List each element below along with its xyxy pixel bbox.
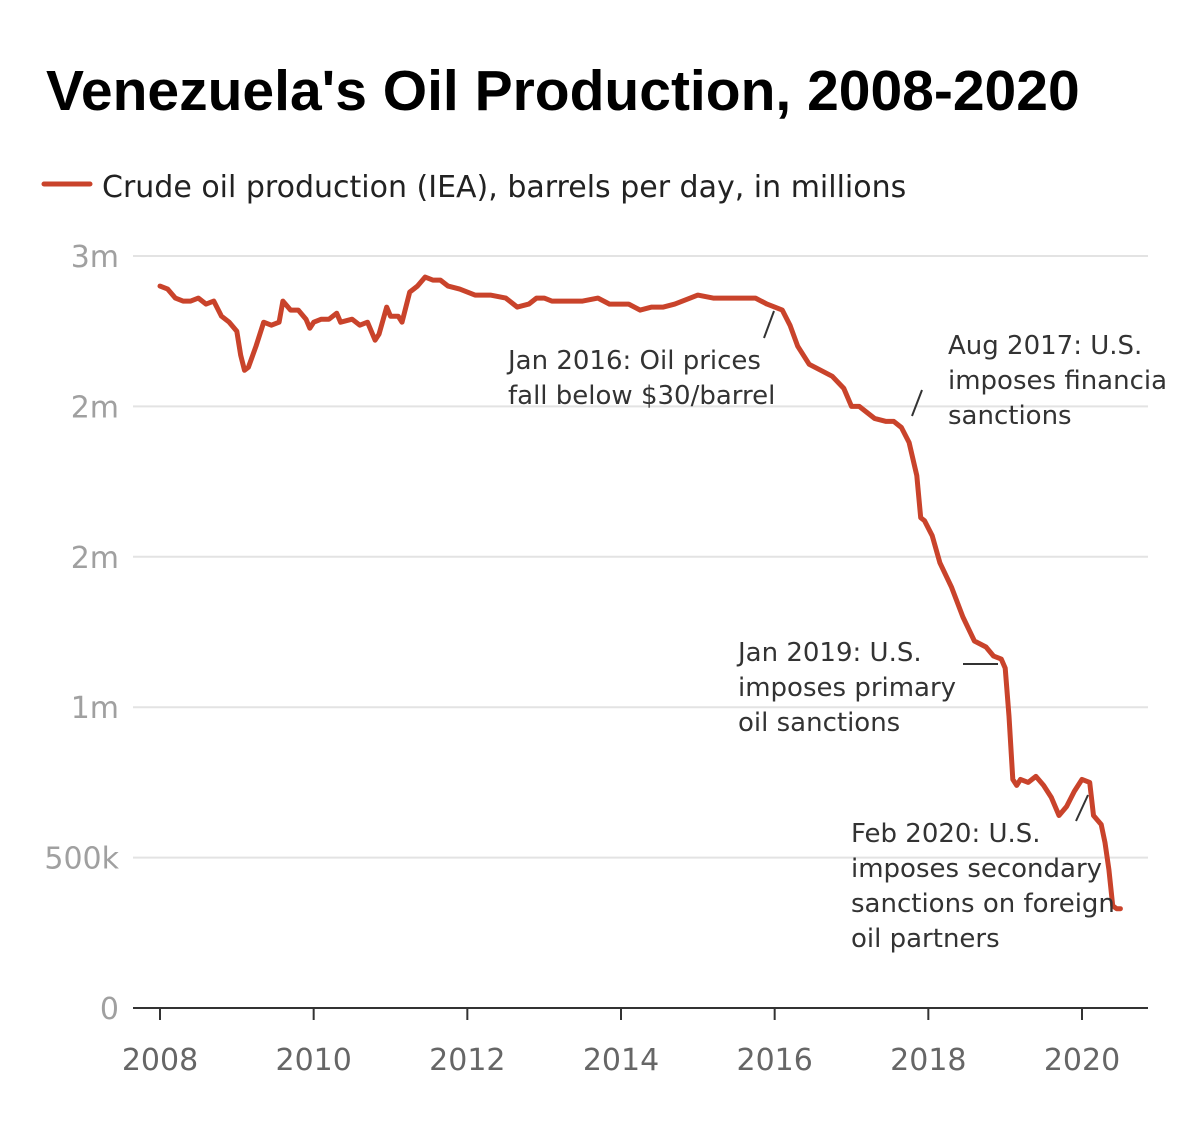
x-tick-label: 2020 xyxy=(1044,1043,1120,1078)
chart-title: Venezuela's Oil Production, 2008-2020 xyxy=(46,59,1080,123)
x-tick-label: 2016 xyxy=(736,1043,812,1078)
annotation-line: Aug 2017: U.S. xyxy=(948,331,1142,361)
legend: Crude oil production (IEA), barrels per … xyxy=(41,170,906,205)
y-tick-label: 2m xyxy=(71,541,119,576)
y-tick-label: 3m xyxy=(71,240,119,275)
annotation-line: Jan 2019: U.S. xyxy=(736,638,922,668)
y-tick-label: 0 xyxy=(100,992,119,1027)
y-tick-label: 2m xyxy=(71,390,119,425)
x-tick-label: 2010 xyxy=(275,1043,351,1078)
series-line-crude-oil-production xyxy=(157,274,1123,912)
gridlines xyxy=(133,255,1148,1009)
annotation-line: Feb 2020: U.S. xyxy=(851,819,1041,849)
annotation-leader xyxy=(1075,794,1089,822)
annotation-line: Jan 2016: Oil prices xyxy=(506,346,761,376)
y-axis-ticks: 0 500k 1m 2m 2m 3m xyxy=(44,240,119,1027)
x-axis-ticks: 2008 2010 2012 2014 2016 2018 2020 xyxy=(122,1008,1120,1078)
annotation-line: imposes financia xyxy=(948,366,1167,396)
annotation-line: oil sanctions xyxy=(738,708,900,738)
series-layer xyxy=(157,274,1123,912)
annotation-line: sanctions on foreign xyxy=(851,889,1115,919)
annotation-jan-2016: Jan 2016: Oil prices fall below $30/barr… xyxy=(506,310,775,411)
annotation-line: imposes secondary xyxy=(851,854,1102,884)
annotation-aug-2017: Aug 2017: U.S. imposes financia sanction… xyxy=(911,331,1167,431)
legend-label: Crude oil production (IEA), barrels per … xyxy=(102,170,906,205)
annotation-line: imposes primary xyxy=(738,673,956,703)
annotation-jan-2019: Jan 2019: U.S. imposes primary oil sanct… xyxy=(736,638,998,738)
x-tick-label: 2008 xyxy=(122,1043,198,1078)
annotation-feb-2020: Feb 2020: U.S. imposes secondary sanctio… xyxy=(851,794,1115,954)
annotation-line: fall below $30/barrel xyxy=(508,381,775,411)
y-tick-label: 500k xyxy=(44,842,119,877)
x-tick-label: 2012 xyxy=(429,1043,505,1078)
annotation-line: sanctions xyxy=(948,401,1072,431)
annotation-leader xyxy=(763,310,775,339)
annotation-line: oil partners xyxy=(851,924,1000,954)
x-tick-label: 2018 xyxy=(890,1043,966,1078)
annotation-leader xyxy=(911,389,923,417)
x-tick-label: 2014 xyxy=(583,1043,659,1078)
y-tick-label: 1m xyxy=(71,691,119,726)
